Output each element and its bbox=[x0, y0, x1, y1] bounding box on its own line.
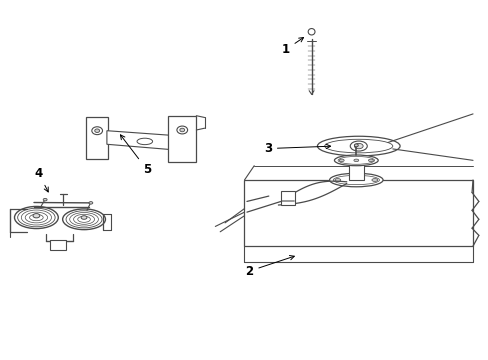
Ellipse shape bbox=[371, 179, 377, 181]
Polygon shape bbox=[107, 131, 171, 150]
Ellipse shape bbox=[329, 173, 382, 187]
Ellipse shape bbox=[324, 139, 392, 153]
Ellipse shape bbox=[15, 206, 58, 229]
Bar bbox=[50, 240, 65, 249]
Ellipse shape bbox=[30, 214, 43, 221]
Ellipse shape bbox=[92, 127, 102, 135]
Polygon shape bbox=[244, 180, 472, 246]
Bar bbox=[168, 116, 196, 162]
Ellipse shape bbox=[337, 157, 374, 164]
Ellipse shape bbox=[62, 209, 105, 230]
Bar bbox=[348, 160, 364, 180]
Ellipse shape bbox=[18, 208, 55, 227]
Ellipse shape bbox=[332, 175, 379, 185]
Ellipse shape bbox=[25, 212, 47, 223]
Ellipse shape bbox=[317, 136, 399, 156]
Ellipse shape bbox=[43, 198, 47, 201]
Ellipse shape bbox=[81, 216, 87, 219]
Bar bbox=[281, 192, 294, 205]
Ellipse shape bbox=[339, 159, 344, 162]
Ellipse shape bbox=[70, 212, 98, 226]
Ellipse shape bbox=[180, 128, 184, 132]
Ellipse shape bbox=[354, 143, 363, 149]
Ellipse shape bbox=[66, 211, 102, 228]
Ellipse shape bbox=[353, 159, 358, 162]
Ellipse shape bbox=[89, 202, 93, 204]
Bar bbox=[86, 117, 108, 158]
Ellipse shape bbox=[307, 28, 314, 35]
Text: 3: 3 bbox=[263, 142, 330, 155]
Ellipse shape bbox=[349, 141, 366, 151]
Ellipse shape bbox=[73, 214, 94, 224]
Text: 1: 1 bbox=[281, 37, 303, 56]
Ellipse shape bbox=[137, 138, 152, 145]
Ellipse shape bbox=[334, 155, 377, 166]
Ellipse shape bbox=[33, 213, 40, 218]
Ellipse shape bbox=[354, 144, 358, 147]
Ellipse shape bbox=[368, 159, 372, 162]
Ellipse shape bbox=[21, 210, 51, 225]
Text: 2: 2 bbox=[245, 256, 294, 278]
Ellipse shape bbox=[177, 126, 187, 134]
Text: 4: 4 bbox=[35, 167, 48, 192]
Text: 5: 5 bbox=[120, 135, 151, 176]
Ellipse shape bbox=[78, 216, 90, 222]
Ellipse shape bbox=[95, 129, 100, 132]
Ellipse shape bbox=[334, 179, 340, 181]
